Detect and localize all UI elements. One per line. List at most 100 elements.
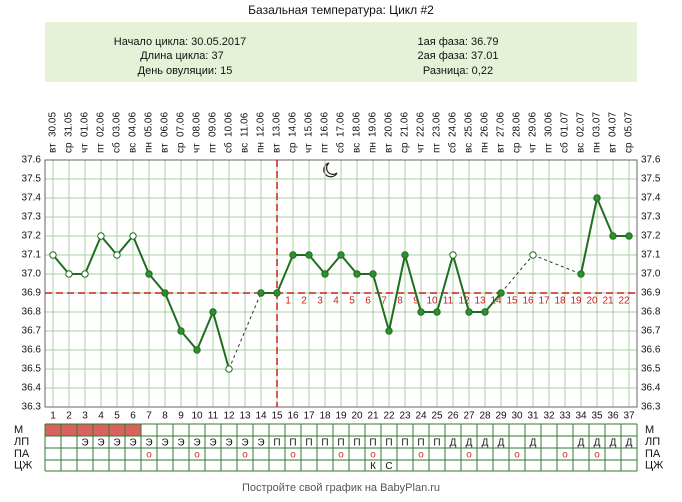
point — [529, 251, 537, 259]
date-label: 29.06 — [528, 112, 539, 137]
line-segment — [132, 235, 150, 275]
y-tick-label: 37.5 — [22, 174, 42, 185]
x-tick-label: 30 — [511, 411, 523, 422]
cell-text: П — [273, 438, 280, 449]
info-text: Начало цикла: 30.05.2017 — [114, 36, 246, 48]
info-box — [45, 22, 637, 82]
phase-day-number: 17 — [538, 296, 550, 307]
weekday-label: чт — [528, 143, 539, 153]
y-tick-label: 37.0 — [641, 269, 661, 280]
x-tick-label: 11 — [208, 411, 219, 422]
date-label: 04.06 — [128, 112, 139, 137]
weekday-label: пт — [320, 143, 331, 153]
weekday-label: вт — [160, 143, 171, 153]
line-segment — [388, 254, 406, 332]
date-label: 17.06 — [336, 112, 347, 137]
date-label: 13.06 — [272, 112, 283, 137]
cell-text: Э — [161, 438, 168, 449]
line-segment — [52, 254, 70, 275]
line-segment — [100, 235, 118, 256]
point — [193, 346, 201, 354]
y-tick-label: 36.3 — [641, 402, 661, 413]
line-segment — [484, 292, 502, 313]
date-label: 12.06 — [256, 112, 267, 137]
phase-day-number: 12 — [458, 296, 470, 307]
row-label: ЦЖ — [14, 459, 32, 471]
x-tick-label: 21 — [367, 411, 379, 422]
x-tick-label: 34 — [575, 411, 587, 422]
point — [177, 327, 185, 335]
y-tick-label: 36.7 — [22, 326, 42, 337]
line-segment — [532, 254, 582, 275]
x-tick-label: 19 — [335, 411, 347, 422]
x-tick-label: 35 — [591, 411, 603, 422]
cell-text: Э — [113, 438, 120, 449]
y-tick-label: 37.2 — [641, 231, 661, 242]
weekday-label: вт — [272, 143, 283, 153]
y-tick-label: 37.1 — [641, 250, 661, 261]
date-label: 03.07 — [592, 112, 603, 137]
point — [609, 232, 617, 240]
date-label: 05.06 — [144, 112, 155, 137]
cell-text: П — [337, 438, 344, 449]
weekday-label: сб — [223, 142, 235, 153]
line-segment — [196, 311, 214, 351]
date-label: 15.06 — [304, 112, 315, 137]
weekday-label: сб — [447, 142, 459, 153]
x-tick-label: 3 — [82, 411, 88, 422]
y-tick-label: 37.4 — [22, 193, 42, 204]
point — [129, 232, 137, 240]
date-label: 08.06 — [192, 112, 203, 137]
cell-text: o — [370, 450, 376, 461]
weekday-label: ср — [512, 142, 523, 153]
weekday-label: вс — [576, 143, 587, 153]
cell-text: o — [466, 450, 472, 461]
x-tick-label: 12 — [223, 411, 235, 422]
phase-day-number: 13 — [474, 296, 486, 307]
date-label: 20.06 — [384, 112, 395, 137]
cell-text: Д — [626, 438, 633, 449]
y-tick-label: 36.6 — [641, 345, 661, 356]
x-tick-label: 18 — [319, 411, 331, 422]
x-tick-label: 14 — [255, 411, 267, 422]
y-tick-label: 36.8 — [641, 307, 661, 318]
x-tick-label: 22 — [383, 411, 395, 422]
cell-text: Д — [450, 438, 457, 449]
x-tick-label: 7 — [146, 411, 152, 422]
weekday-label: вс — [352, 143, 363, 153]
chart-title: Базальная температура: Цикл #2 — [248, 3, 434, 17]
weekday-label: вт — [384, 143, 395, 153]
cycle-cell — [109, 424, 125, 436]
point — [289, 251, 297, 259]
cell-text: o — [594, 450, 600, 461]
line-segment — [212, 311, 230, 370]
point — [369, 270, 377, 278]
y-tick-label: 37.2 — [22, 231, 42, 242]
date-label: 02.07 — [576, 112, 587, 137]
weekday-label: вт — [48, 143, 59, 153]
cell-text: Э — [193, 438, 200, 449]
weekday-label: сб — [111, 142, 123, 153]
moon-icon — [323, 162, 338, 178]
cell-text: П — [321, 438, 328, 449]
cell-text: К — [370, 461, 376, 472]
x-tick-label: 15 — [271, 411, 283, 422]
line-segment — [372, 273, 390, 332]
cell-text: o — [290, 450, 296, 461]
date-label: 06.06 — [160, 112, 171, 137]
cell-text: Д — [610, 438, 617, 449]
y-tick-label: 36.4 — [22, 383, 42, 394]
point — [337, 251, 345, 259]
x-tick-label: 16 — [287, 411, 299, 422]
x-tick-label: 23 — [399, 411, 411, 422]
cell-text: Д — [466, 438, 473, 449]
weekday-label: пт — [544, 143, 555, 153]
phase-day-number: 16 — [522, 296, 534, 307]
line-segment — [84, 235, 102, 275]
cell-text: С — [385, 461, 392, 472]
point — [65, 270, 73, 278]
point — [417, 308, 425, 316]
weekday-label: чт — [192, 143, 203, 153]
weekday-label: сб — [335, 142, 347, 153]
